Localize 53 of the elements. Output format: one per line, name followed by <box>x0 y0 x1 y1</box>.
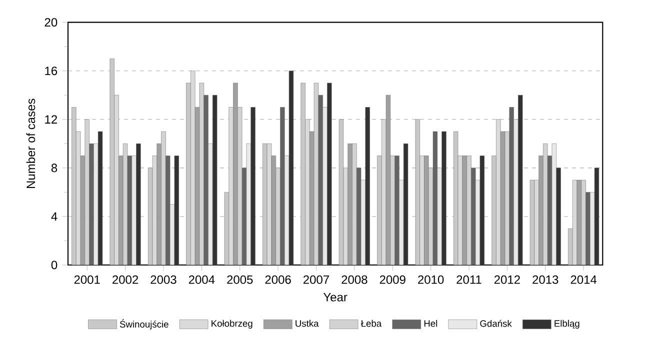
legend-label: Hel <box>424 320 438 327</box>
bar <box>453 131 458 265</box>
x-tick-label: 2009 <box>380 275 406 284</box>
y-axis-title: Number of cases <box>26 98 36 188</box>
x-tick-label: 2006 <box>265 275 291 284</box>
x-tick-label: 2010 <box>418 275 444 284</box>
x-tick-label: 2003 <box>150 275 176 284</box>
bar <box>581 180 586 265</box>
bar <box>94 144 98 265</box>
bar <box>118 156 124 265</box>
legend-label: Łeba <box>360 320 382 327</box>
bar <box>352 144 357 265</box>
legend-label: Kołobrzeg <box>212 320 252 329</box>
bar <box>462 156 467 265</box>
x-tick-label: 2008 <box>342 275 368 284</box>
bar <box>466 156 472 265</box>
x-tick-label: 2001 <box>74 275 100 284</box>
y-tick-label: 8 <box>51 164 58 172</box>
bar <box>348 144 352 265</box>
bar <box>208 144 213 265</box>
y-tick-label: 0 <box>51 260 58 270</box>
legend-label: Świnoujście <box>120 319 168 330</box>
x-tick-label: 2011 <box>456 275 482 284</box>
bar <box>233 82 238 265</box>
x-tick-label: 2013 <box>532 275 558 284</box>
x-tick-label: 2012 <box>494 275 520 284</box>
y-tick-label: 20 <box>44 18 58 27</box>
bar <box>84 119 90 265</box>
legend-label: Elbląg <box>554 320 580 329</box>
bar <box>161 131 166 265</box>
bar <box>132 156 136 265</box>
x-tick-label: 2004 <box>188 275 215 284</box>
y-tick-label: 4 <box>51 212 58 221</box>
bar <box>424 156 429 265</box>
bar <box>390 156 395 265</box>
legend-label: Ustka <box>296 320 319 327</box>
bar <box>322 107 328 265</box>
legend-label: Gdańsk <box>480 320 512 327</box>
y-tick-label: 16 <box>45 66 58 76</box>
bar <box>156 144 162 265</box>
bar <box>338 119 344 265</box>
bar <box>276 168 280 265</box>
bar <box>437 168 442 265</box>
x-tick-label: 2005 <box>227 275 253 284</box>
x-axis-title: Year <box>323 293 348 302</box>
x-tick-label: 2002 <box>112 275 138 284</box>
bar <box>514 119 518 265</box>
bar <box>415 119 420 265</box>
bar <box>530 180 535 265</box>
x-tick-label: 2007 <box>304 275 329 284</box>
bar <box>399 180 404 265</box>
x-tick-label: 2014 <box>570 275 597 284</box>
y-tick-label: 12 <box>45 115 57 124</box>
